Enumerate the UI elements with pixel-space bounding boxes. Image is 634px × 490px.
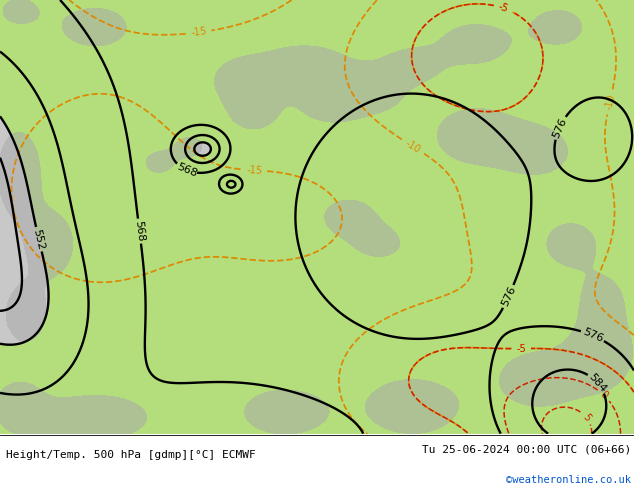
Text: 5: 5 [581, 412, 592, 423]
Text: 584: 584 [586, 371, 608, 394]
Text: Height/Temp. 500 hPa [gdmp][°C] ECMWF: Height/Temp. 500 hPa [gdmp][°C] ECMWF [6, 450, 256, 460]
Text: -5: -5 [497, 2, 510, 15]
Text: 0: 0 [598, 390, 609, 401]
Text: 576: 576 [581, 327, 604, 344]
Text: -5: -5 [497, 2, 510, 15]
Text: -5: -5 [516, 343, 526, 354]
Text: Tu 25-06-2024 00:00 UTC (06+66): Tu 25-06-2024 00:00 UTC (06+66) [422, 444, 631, 454]
Text: -15: -15 [190, 26, 207, 38]
Text: 552: 552 [32, 228, 46, 251]
Text: 568: 568 [133, 220, 146, 242]
Text: 576: 576 [500, 285, 517, 308]
Text: 568: 568 [176, 162, 199, 179]
Text: -15: -15 [246, 165, 262, 176]
Text: ©weatheronline.co.uk: ©weatheronline.co.uk [506, 475, 631, 485]
Text: 576: 576 [551, 116, 569, 140]
Text: -10: -10 [604, 93, 616, 111]
Text: -10: -10 [404, 138, 422, 155]
Text: -5: -5 [516, 343, 526, 354]
